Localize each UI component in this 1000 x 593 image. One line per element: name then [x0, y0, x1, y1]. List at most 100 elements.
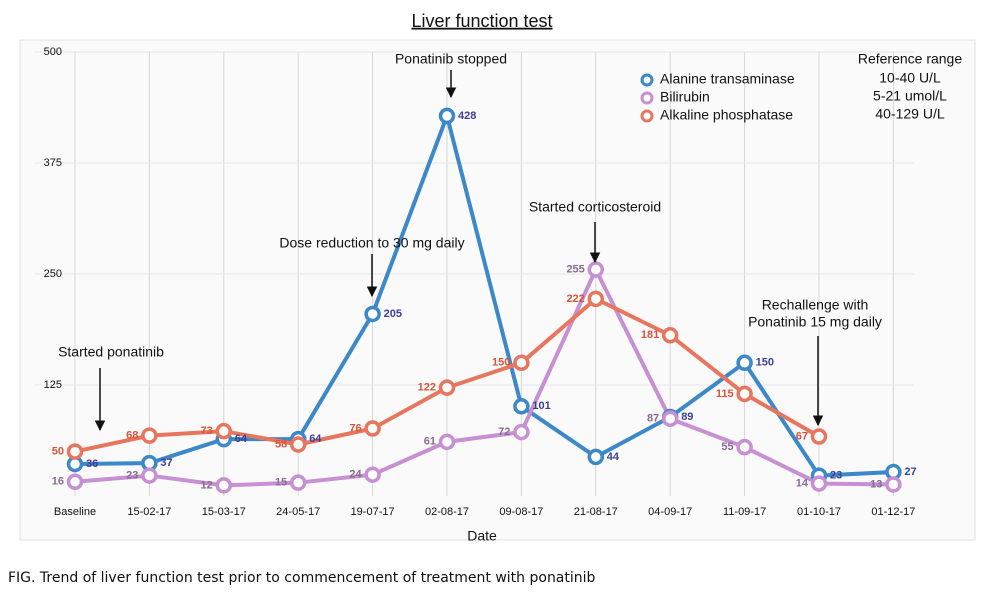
x-tick-label: Baseline [54, 506, 96, 518]
y-tick-label: 125 [44, 379, 62, 391]
point [215, 477, 233, 494]
value-label: 122 [418, 382, 436, 394]
value-label: 72 [498, 426, 510, 438]
legend-marker [640, 109, 654, 123]
value-label: 14 [796, 477, 809, 489]
value-label: 150 [492, 357, 510, 369]
point [513, 398, 530, 415]
value-label: 55 [721, 441, 733, 453]
point [364, 420, 381, 437]
point [215, 422, 233, 440]
value-label: 255 [566, 263, 584, 275]
point [66, 473, 84, 491]
point [289, 436, 307, 453]
point [661, 327, 679, 344]
value-label: 12 [201, 479, 213, 491]
annotation: Ponatinib stopped [395, 51, 507, 67]
value-label: 101 [532, 400, 550, 412]
value-label: 205 [384, 308, 402, 320]
y-tick-label: 375 [44, 157, 62, 169]
x-tick-label: 19-07-17 [351, 506, 395, 518]
value-label: 37 [160, 457, 172, 469]
x-tick-label: 01-12-17 [871, 506, 915, 518]
value-label: 16 [52, 476, 64, 488]
reference-title: Reference range [858, 51, 963, 67]
value-label: 428 [458, 110, 476, 122]
point [736, 438, 753, 456]
series-line [74, 113, 894, 478]
annotation: Started corticosteroid [529, 199, 661, 215]
x-tick-label: 02-08-17 [425, 506, 469, 518]
grid [35, 51, 914, 496]
x-tick-label: 11-09-17 [723, 506, 766, 518]
value-label: 68 [126, 430, 138, 442]
reference-value: 5-21 umol/L [873, 88, 947, 104]
value-label: 76 [349, 422, 361, 434]
point [587, 448, 605, 466]
annotation: Started ponatinib [58, 344, 164, 360]
legend-label: Alkaline phosphatase [660, 107, 793, 123]
value-label: 24 [349, 469, 362, 481]
annotation: Ponatinib 15 mg daily [748, 314, 882, 330]
value-label: 58 [275, 438, 287, 450]
caption: FIG. Trend of liver function test prior … [8, 570, 596, 586]
value-label: 89 [681, 411, 693, 423]
value-label: 181 [641, 329, 659, 341]
value-label: 150 [756, 357, 774, 369]
point [736, 385, 753, 403]
point [141, 427, 158, 444]
value-label: 13 [870, 478, 882, 490]
value-label: 15 [275, 477, 287, 489]
value-label: 87 [647, 413, 659, 425]
y-tick-label: 250 [44, 268, 62, 280]
x-tick-label: 21-08-17 [574, 506, 618, 518]
reference-value: 10-40 U/L [879, 70, 941, 86]
point [438, 379, 456, 396]
x-tick-label: 04-09-17 [648, 506, 692, 518]
point [736, 354, 753, 372]
point [66, 443, 84, 460]
annotation: Rechallenge with [762, 297, 869, 313]
point [289, 474, 307, 491]
point [885, 476, 902, 493]
chart-title: Liver function test [411, 11, 552, 31]
point [587, 261, 605, 278]
series-line [74, 267, 894, 488]
value-label: 44 [607, 451, 620, 463]
point [513, 354, 530, 372]
point [438, 433, 456, 451]
x-tick-label: 01-10-17 [797, 506, 841, 518]
y-tick-label: 500 [44, 46, 62, 58]
value-label: 61 [424, 436, 436, 448]
value-label: 27 [904, 466, 916, 478]
point [364, 466, 381, 483]
point [810, 475, 828, 492]
value-label: 23 [126, 469, 138, 481]
x-tick-label: 24-05-17 [276, 506, 320, 518]
point [438, 107, 456, 125]
value-label: 222 [566, 293, 584, 305]
legend-label: Alanine transaminase [660, 71, 795, 87]
point [141, 467, 158, 484]
value-label: 36 [86, 458, 98, 470]
x-axis-label: Date [467, 528, 497, 544]
point [364, 305, 381, 323]
legend-marker [640, 73, 654, 87]
value-label: 67 [796, 430, 808, 442]
value-label: 50 [52, 446, 64, 458]
annotation: Dose reduction to 30 mg daily [279, 235, 464, 251]
plot-background [19, 39, 976, 541]
value-label: 64 [309, 433, 322, 445]
point [587, 290, 605, 308]
value-label: 64 [235, 433, 248, 445]
value-label: 115 [716, 388, 734, 400]
x-tick-label: 15-03-17 [202, 506, 246, 518]
point [810, 428, 828, 445]
point [513, 423, 530, 441]
x-tick-label: 15-02-17 [127, 506, 171, 518]
legend-marker [640, 91, 654, 105]
legend-label: Bilirubin [660, 89, 710, 105]
reference-value: 40-129 U/L [875, 106, 944, 122]
value-label: 23 [830, 469, 842, 481]
